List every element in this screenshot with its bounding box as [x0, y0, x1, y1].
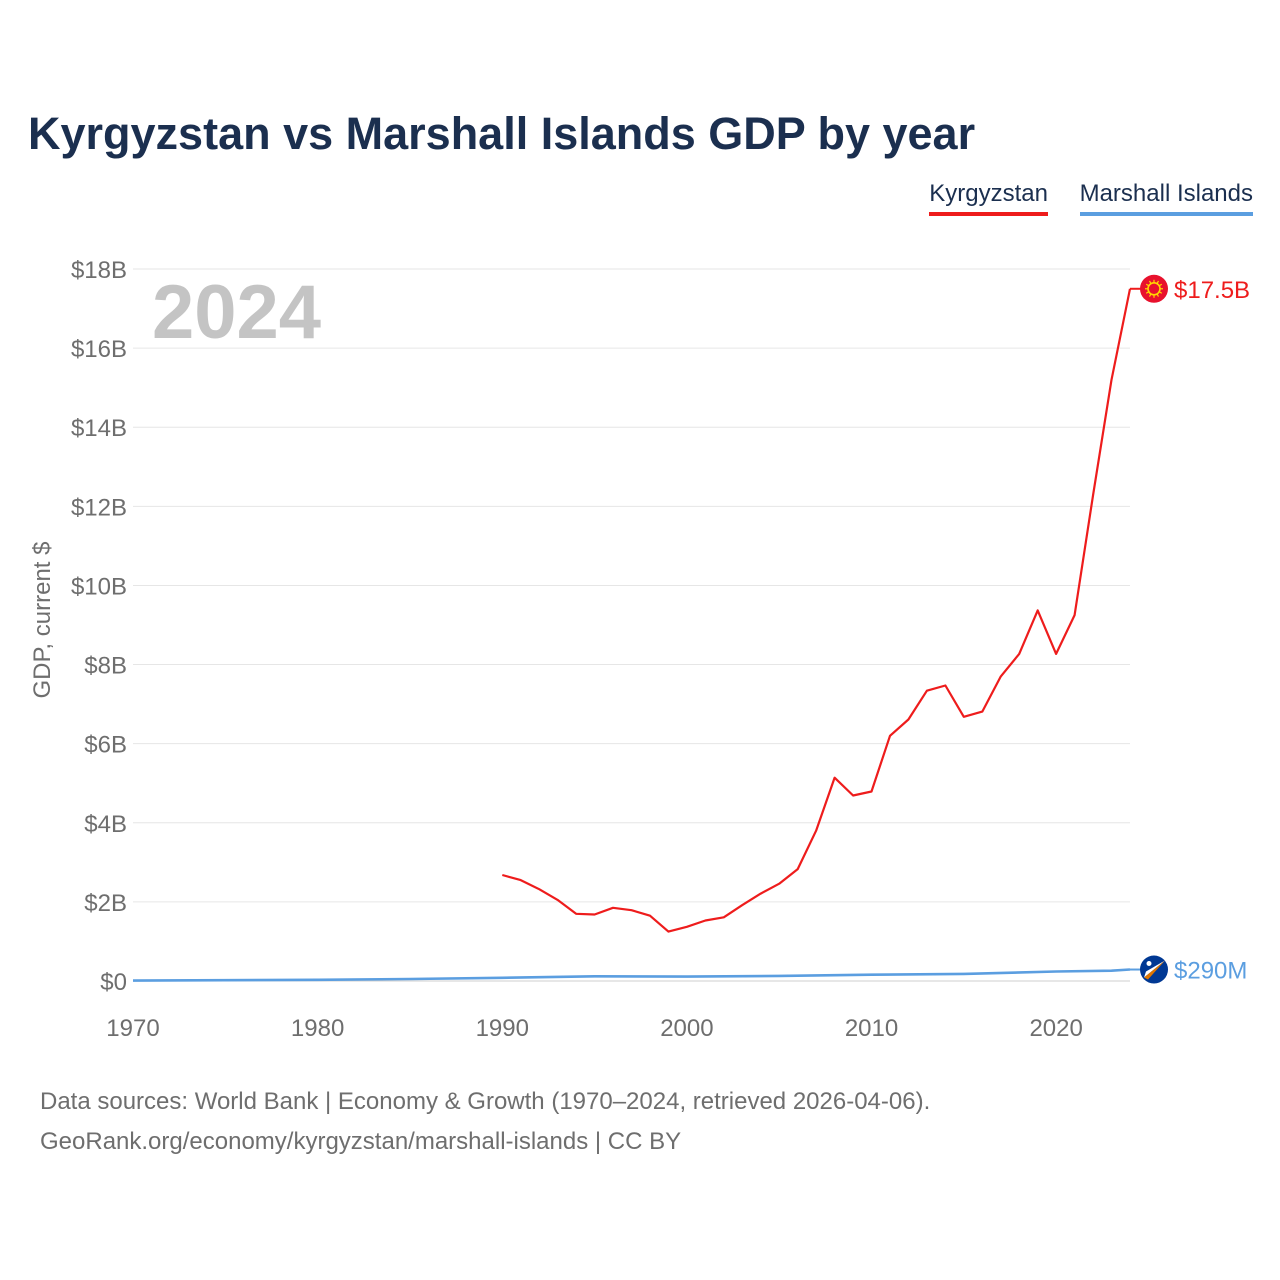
series-line-kyrgyzstan[interactable]	[502, 288, 1132, 933]
y-tick-label: $4B	[84, 811, 127, 838]
end-value-label-marshall-islands: $290M	[1174, 958, 1247, 985]
y-tick-label: $0	[100, 969, 127, 996]
legend-marshall-islands[interactable]: Marshall Islands	[1079, 180, 1253, 216]
y-tick-label: $18B	[71, 257, 127, 284]
data-sources-text: Data sources: World Bank | Economy & Gro…	[40, 1088, 931, 1115]
footer: Data sources: World Bank | Economy & Gro…	[40, 1082, 930, 1162]
x-tick-label: 1970	[106, 1015, 159, 1042]
y-tick-label: $12B	[71, 494, 127, 521]
y-tick-label: $14B	[71, 415, 127, 442]
x-axis-ticks: 1970 1980 1990 2000 2010 2020	[106, 1015, 1083, 1042]
y-axis-label: GDP, current $	[29, 542, 56, 699]
y-tick-label: $6B	[84, 732, 127, 759]
x-tick-label: 1980	[291, 1015, 344, 1042]
series-group	[132, 288, 1132, 982]
marshall-islands-flag-icon	[1140, 955, 1168, 984]
y-axis-ticks: $0 $2B $4B $6B $8B $10B $12B $14B $16B $18B	[71, 257, 127, 996]
chart-title: Kyrgyzstan vs Marshall Islands GDP by ye…	[28, 108, 976, 159]
y-tick-label: $16B	[71, 336, 127, 363]
x-tick-label: 2010	[845, 1015, 898, 1042]
y-tick-label: $8B	[84, 653, 127, 680]
kyrgyzstan-flag-icon	[1140, 274, 1168, 303]
end-value-label-kyrgyzstan: $17.5B	[1174, 277, 1250, 304]
series-line-marshall-islands[interactable]	[132, 968, 1131, 982]
x-tick-label: 2020	[1029, 1015, 1082, 1042]
y-tick-label: $2B	[84, 890, 127, 917]
year-watermark: 2024	[152, 270, 321, 355]
x-tick-label: 1990	[476, 1015, 529, 1042]
gridlines	[133, 268, 1130, 982]
y-tick-label: $10B	[71, 573, 127, 600]
x-tick-label: 2000	[660, 1015, 713, 1042]
legend-kyrgyzstan[interactable]: Kyrgyzstan	[929, 180, 1048, 216]
attribution-text: GeoRank.org/economy/kyrgyzstan/marshall-…	[40, 1128, 682, 1155]
end-markers: $17.5B $290M	[1130, 274, 1250, 985]
